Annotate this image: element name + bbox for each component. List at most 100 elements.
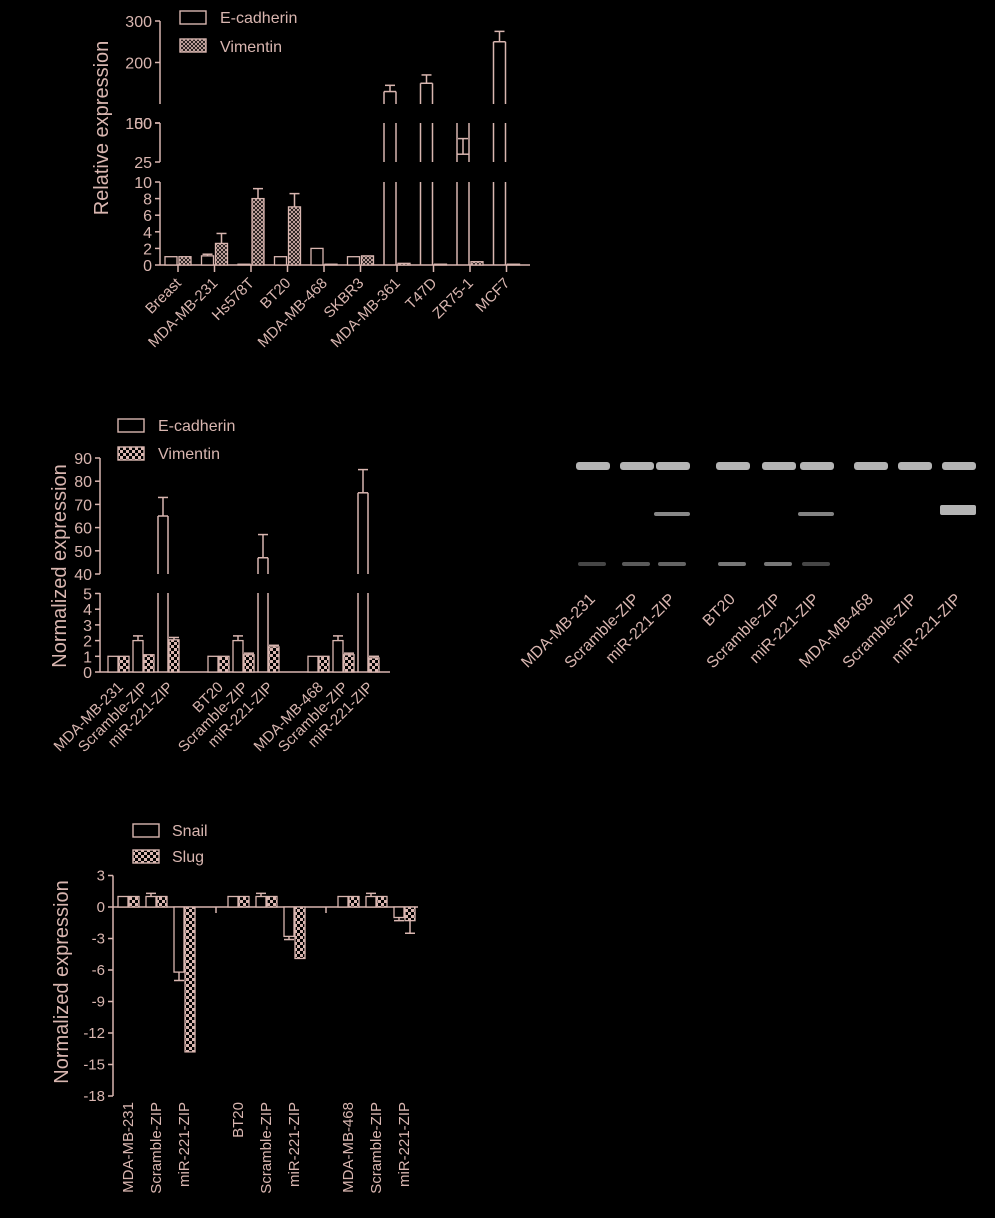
bar-slug <box>404 906 416 922</box>
top-band <box>620 462 654 470</box>
top-band <box>762 462 796 470</box>
bar-e-cadherin <box>307 655 319 673</box>
bar-vimentin <box>397 262 411 266</box>
panel-b-legend: E-cadherin Vimentin <box>117 418 235 463</box>
bar-snail <box>145 895 157 908</box>
lane-label: BT20 <box>700 591 739 630</box>
top-band <box>576 462 610 470</box>
y-tick-label: 100 <box>125 116 152 133</box>
panel-c-bars <box>117 892 416 1053</box>
y-tick-label: 1 <box>83 649 92 666</box>
bar-vimentin <box>318 655 330 673</box>
panel-c-legend: Snail Slug <box>132 823 208 866</box>
lower-band <box>718 562 746 566</box>
x-tick-label: ZR75-1 <box>429 275 476 322</box>
panel-a-bars <box>164 30 521 266</box>
y-tick-label: 6 <box>143 208 152 225</box>
bar-vimentin <box>143 654 155 673</box>
lower-band <box>622 562 650 566</box>
bar-vimentin <box>343 654 355 673</box>
bar-e-cadherin <box>207 655 219 673</box>
y-tick-label: 50 <box>134 116 152 133</box>
legend-swatch-vimentin <box>179 38 207 53</box>
panel-c-x-labels: MDA-MB-231 Scramble-ZIP miR-221-ZIP BT20 Scr… <box>120 1102 413 1194</box>
bar-e-cadherin <box>310 247 324 266</box>
legend-swatch-slug <box>132 849 160 864</box>
legend-label-vimentin: Vimentin <box>220 39 282 56</box>
bar-slug <box>184 906 196 1053</box>
lower-band <box>578 562 606 566</box>
y-tick-label: -9 <box>92 994 105 1011</box>
bar-slug <box>348 895 360 908</box>
legend-swatch-e-cadherin <box>117 418 145 433</box>
bar-snail <box>255 895 267 908</box>
lower-band <box>658 562 686 566</box>
top-band <box>656 462 690 470</box>
bar-snail <box>227 895 239 908</box>
bar-e-cadherin <box>107 655 119 673</box>
bar-e-cadherin <box>332 639 344 673</box>
y-tick-label: 90 <box>74 451 92 468</box>
bar-vimentin <box>118 655 130 673</box>
bar-vimentin <box>218 655 230 673</box>
y-tick-label: 4 <box>143 225 152 242</box>
panel-c-ylabel: Normalized expression <box>51 880 73 1083</box>
y-tick-label: 50 <box>74 544 92 561</box>
y-tick-label: 5 <box>83 587 92 604</box>
legend-label-vimentin: Vimentin <box>158 446 220 463</box>
x-tick-label: Scramble-ZIP <box>258 1102 275 1194</box>
y-tick-label: 0 <box>97 899 105 916</box>
x-tick-label: miR-221-ZIP <box>176 1102 193 1187</box>
bar-slug <box>128 895 140 908</box>
y-tick-label: -18 <box>83 1088 105 1105</box>
top-band <box>942 462 976 470</box>
y-tick-label: 200 <box>125 56 152 73</box>
y-tick-label: 70 <box>74 497 92 514</box>
bar-vimentin <box>360 255 375 266</box>
legend-swatch-snail <box>132 823 160 838</box>
top-band <box>854 462 888 470</box>
y-tick-label: 3 <box>97 868 105 885</box>
bar-slug <box>238 895 250 908</box>
legend-label-e-cadherin: E-cadherin <box>158 418 235 435</box>
y-tick-label: -3 <box>92 931 105 948</box>
panel-b-ylabel: Normalized expression <box>49 464 71 667</box>
y-tick-label: -15 <box>83 1057 105 1074</box>
x-tick-label: miR-221-ZIP <box>286 1102 303 1187</box>
bar-slug <box>266 895 278 908</box>
bar-vimentin <box>251 197 265 266</box>
bar-e-cadherin <box>232 639 244 673</box>
bar-snail <box>283 906 295 938</box>
bar-snail <box>393 906 405 919</box>
x-tick-label: Scramble-ZIP <box>148 1102 165 1194</box>
lane-label: MDA-MB-231 <box>518 591 599 672</box>
bar-slug <box>294 906 306 960</box>
y-tick-label: -6 <box>92 962 105 979</box>
bar-vimentin <box>168 639 180 673</box>
bar-vimentin <box>470 261 484 266</box>
y-tick-label: 0 <box>143 258 152 275</box>
lower-band <box>764 562 792 566</box>
x-tick-label: BT20 <box>230 1102 247 1138</box>
bar-vimentin <box>243 654 255 673</box>
y-tick-label: 3 <box>83 618 92 635</box>
legend-swatch-vimentin <box>117 446 145 461</box>
panel-a-legend: E-cadherin Vimentin <box>179 10 297 56</box>
y-tick-label: 2 <box>143 241 152 258</box>
x-tick-label: Scramble-ZIP <box>368 1102 385 1194</box>
y-tick-label: 8 <box>143 192 152 209</box>
bar-vimentin <box>506 263 521 266</box>
bar-vimentin <box>178 256 192 266</box>
middle-band <box>798 512 834 516</box>
bar-vimentin <box>368 657 380 673</box>
panel-a-ylabel: Relative expression <box>91 41 113 216</box>
middle-band <box>654 512 690 516</box>
top-band <box>898 462 932 470</box>
bar-vimentin <box>214 242 229 266</box>
bar-e-cadherin <box>200 255 215 266</box>
bar-e-cadherin <box>346 256 361 266</box>
